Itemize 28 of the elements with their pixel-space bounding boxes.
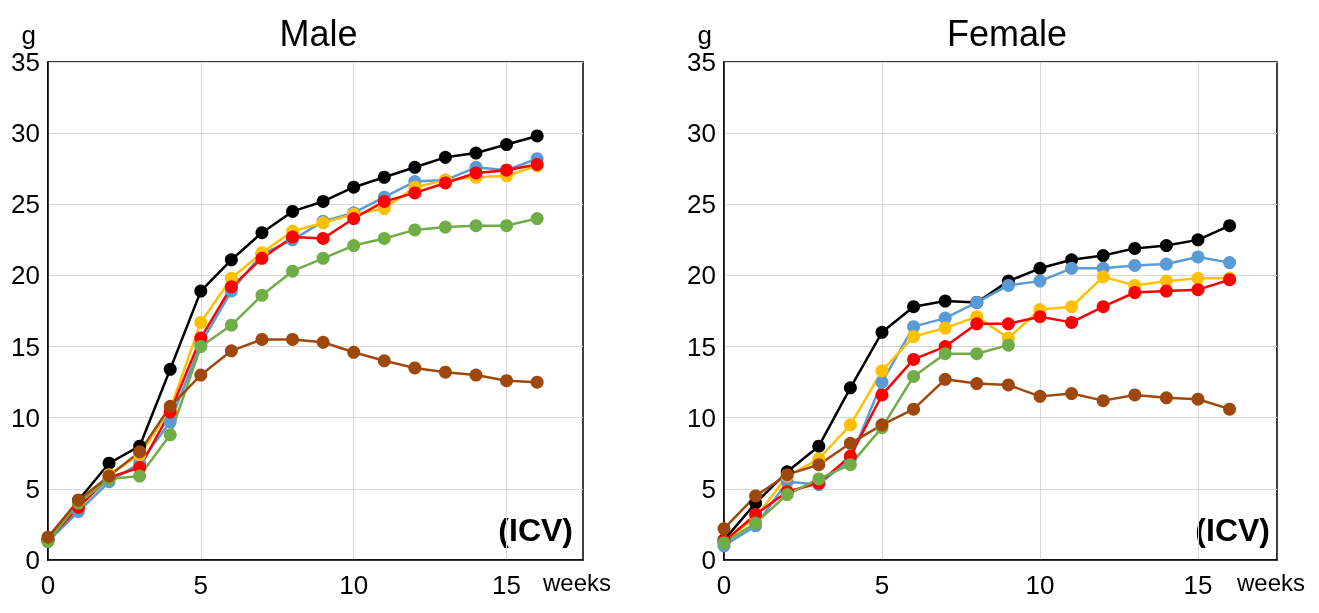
y-tick-label: 5	[25, 473, 40, 504]
y-tick-label: 5	[701, 473, 716, 504]
annotation: (ICV)	[1195, 512, 1270, 548]
chart-title: Female	[946, 12, 1068, 54]
y-tick-label: 25	[11, 189, 40, 220]
annotation: (ICV)	[498, 512, 573, 548]
y-tick-label: 20	[687, 260, 716, 291]
y-tick-label: 15	[687, 331, 716, 362]
x-tick-label: 15	[1183, 570, 1213, 600]
y-tick-label: 10	[11, 402, 40, 433]
chart-title: Male	[279, 12, 358, 54]
y-tick-label: 0	[701, 545, 716, 575]
y-tick-label: 20	[11, 260, 40, 291]
y-tick-label: 15	[11, 331, 40, 362]
y-tick-label: 30	[687, 118, 716, 149]
x-axis-title: weeks	[542, 568, 612, 596]
y-axis-title: g	[21, 20, 36, 50]
x-tick-label: 5	[193, 570, 209, 600]
x-tick-label: 5	[874, 570, 890, 600]
x-tick-label: 10	[1025, 570, 1055, 600]
y-tick-label: 0	[25, 545, 40, 575]
y-tick-label: 25	[687, 189, 716, 220]
x-axis-title: weeks	[1235, 568, 1305, 596]
x-tick-label: 15	[492, 570, 522, 600]
y-axis-title: g	[697, 20, 712, 50]
x-tick-label: 10	[339, 570, 369, 600]
y-tick-label: 30	[11, 118, 40, 149]
y-tick-label: 10	[687, 402, 716, 433]
